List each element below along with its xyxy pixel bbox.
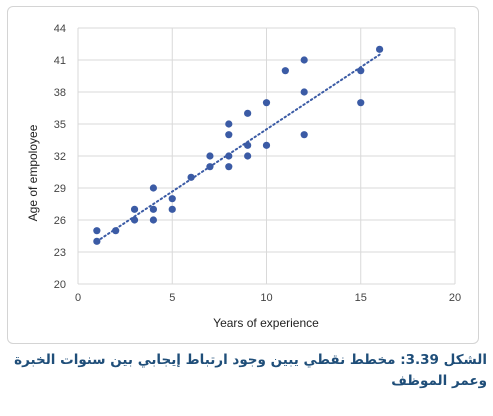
data-point: [149, 184, 157, 192]
data-point: [206, 152, 214, 160]
data-point: [225, 152, 233, 160]
data-point: [357, 99, 365, 107]
data-point: [376, 45, 384, 53]
y-tick-label: 20: [54, 279, 66, 291]
y-tick-label: 32: [54, 151, 66, 163]
data-point: [112, 227, 120, 235]
x-tick-label: 10: [260, 292, 272, 304]
data-point: [300, 131, 308, 139]
tick-labels: 0 5 10 15 20 20 23 26 29 32 35 38 41 44: [54, 23, 461, 304]
data-point: [244, 141, 252, 149]
data-point: [225, 120, 233, 128]
data-point: [262, 99, 271, 107]
data-point: [93, 227, 101, 235]
data-point: [357, 67, 365, 75]
y-tick-label: 41: [54, 55, 66, 67]
data-point: [244, 152, 252, 160]
data-point: [300, 56, 308, 64]
data-point: [281, 67, 289, 75]
x-tick-label: 0: [75, 292, 81, 304]
data-point: [149, 205, 157, 213]
caption-line-1: الشكل 3.39: مخطط نقطي يبين وجود ارتباط إ…: [14, 352, 487, 368]
y-tick-label: 26: [54, 215, 66, 227]
data-point: [244, 109, 252, 117]
data-point: [130, 216, 139, 224]
data-point: [225, 131, 233, 139]
x-axis-title: Years of experience: [213, 316, 319, 330]
y-tick-label: 35: [54, 119, 66, 131]
caption-line-2: وعمر الموظف: [391, 373, 487, 389]
figure-caption: الشكل 3.39: مخطط نقطي يبين وجود ارتباط إ…: [0, 350, 487, 392]
y-tick-label: 38: [54, 87, 66, 99]
data-point: [168, 205, 176, 213]
data-point: [206, 163, 214, 171]
trendline: [95, 53, 381, 243]
data-points: [93, 45, 384, 245]
x-tick-label: 20: [449, 292, 461, 304]
data-point: [225, 163, 233, 171]
y-axis-title: Age of empoloyee: [26, 124, 40, 221]
x-tick-label: 5: [169, 292, 175, 304]
y-tick-label: 44: [54, 23, 66, 35]
data-point: [262, 141, 271, 149]
x-tick-label: 15: [355, 292, 367, 304]
data-point: [130, 205, 139, 213]
data-point: [168, 195, 176, 203]
scatter-chart: 0 5 10 15 20 20 23 26 29 32 35 38 41 44 Years of expe…: [26, 23, 461, 330]
y-tick-label: 23: [54, 247, 66, 259]
trendline-layer: [95, 53, 381, 243]
grid-lines: [77, 27, 456, 285]
data-point: [187, 173, 195, 181]
data-point: [300, 88, 308, 96]
chart-frame: [7, 6, 479, 344]
data-point: [93, 237, 101, 245]
data-point: [149, 216, 157, 224]
y-tick-label: 29: [54, 183, 66, 195]
